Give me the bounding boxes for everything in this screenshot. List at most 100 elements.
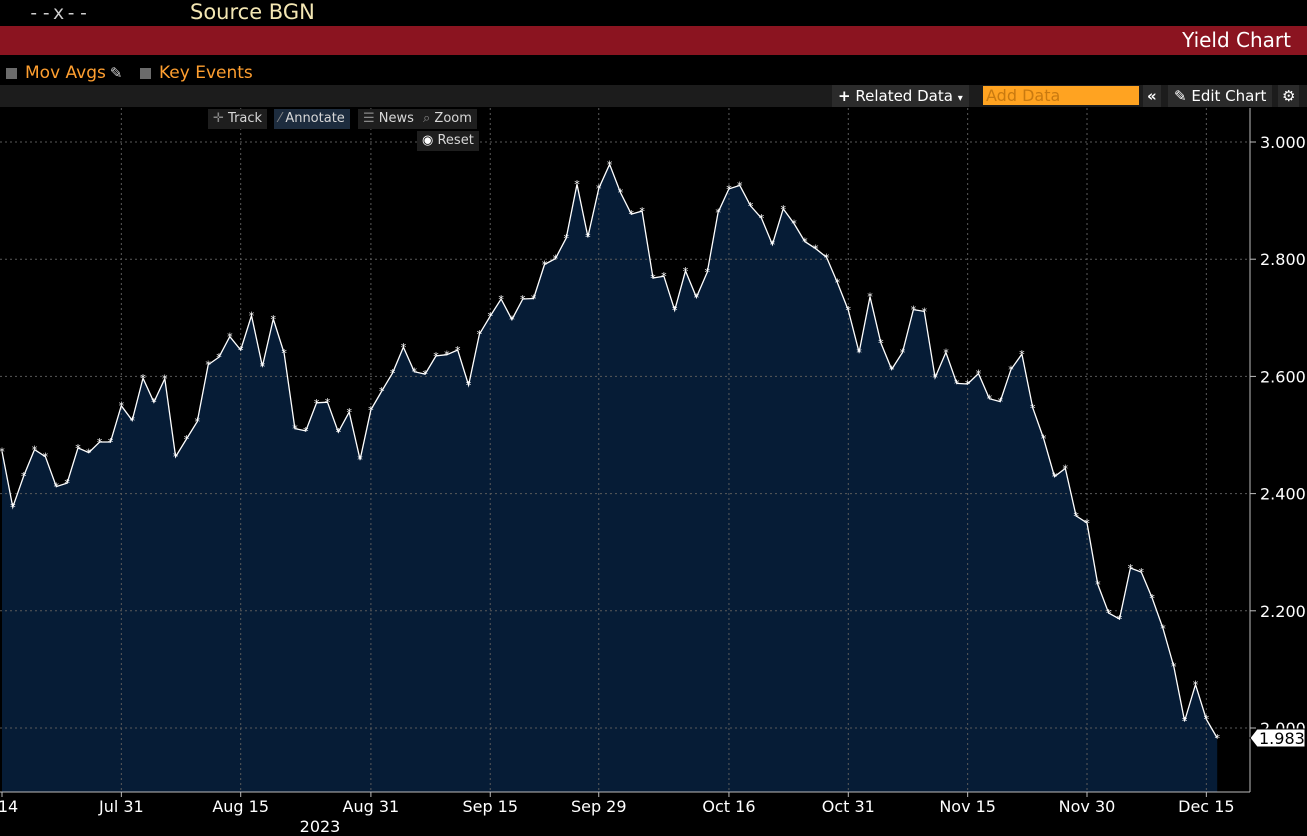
key-events-toggle[interactable]: Key Events: [140, 63, 253, 83]
data-point: *: [43, 451, 49, 464]
data-point: *: [1160, 622, 1166, 635]
x-tick-label: Nov 30: [1059, 797, 1116, 816]
y-tick-label: 3.000: [1260, 133, 1306, 152]
x-tick-label: Nov 15: [939, 797, 996, 816]
data-point: *: [987, 393, 993, 406]
data-point: *: [119, 400, 125, 413]
data-point: *: [867, 291, 873, 304]
line-draw-icon: ⁄: [279, 111, 282, 126]
news-icon: ☰: [363, 111, 375, 126]
data-point: *: [997, 396, 1003, 409]
news-button[interactable]: ☰ News: [358, 109, 419, 129]
y-tick-label: 2.600: [1260, 367, 1306, 386]
data-point: *: [325, 396, 331, 409]
settings-button[interactable]: ⚙: [1278, 85, 1300, 107]
pencil-icon: ✎: [1174, 87, 1187, 105]
zoom-label: Zoom: [434, 111, 472, 126]
data-point: *: [1008, 363, 1014, 376]
data-point: *: [824, 251, 830, 264]
add-data-input[interactable]: Add Data: [983, 86, 1139, 105]
data-point: *: [86, 447, 92, 460]
data-point: *: [1063, 462, 1069, 475]
y-tick-label: 2.200: [1260, 602, 1306, 621]
data-point: *: [1204, 713, 1210, 726]
data-point: *: [726, 183, 732, 196]
reset-button[interactable]: ◉ Reset: [417, 131, 479, 151]
data-point: *: [694, 291, 700, 304]
pencil-icon[interactable]: ✎: [109, 64, 123, 82]
data-point: *: [737, 179, 743, 192]
data-point: *: [357, 454, 363, 467]
data-point: *: [271, 313, 277, 326]
data-point: *: [542, 258, 548, 271]
data-point: *: [911, 304, 917, 317]
area-fill: [2, 164, 1218, 793]
data-point: *: [672, 304, 678, 317]
zoom-button[interactable]: ⌕ Zoom: [418, 109, 477, 129]
data-point: *: [846, 304, 852, 317]
data-point: *: [401, 341, 407, 354]
x-tick-label: Sep 15: [462, 797, 518, 816]
x-tick-label: Oct 16: [702, 797, 755, 816]
data-point: *: [976, 367, 982, 380]
data-point: *: [249, 309, 255, 322]
data-point: *: [433, 350, 439, 363]
data-point: *: [97, 436, 103, 449]
data-point: *: [1193, 679, 1199, 692]
data-point: *: [748, 200, 754, 213]
double-chevron-left-icon: «: [1147, 87, 1157, 105]
data-point: *: [835, 277, 841, 290]
data-point: *: [1149, 592, 1155, 605]
data-point: *: [466, 379, 472, 392]
data-point: *: [444, 349, 450, 362]
magnifier-icon: ⌕: [423, 111, 431, 126]
mov-avgs-label: Mov Avgs: [25, 63, 106, 83]
title-bar: Yield Chart: [0, 26, 1307, 55]
chart-toolbar: + Related Data ▾ Add Data « ✎ Edit Chart…: [0, 85, 1307, 107]
data-point: *: [32, 444, 38, 457]
data-point: *: [922, 305, 928, 318]
x-tick-label: Dec 15: [1178, 797, 1234, 816]
mov-avgs-toggle[interactable]: Mov Avgs ✎: [6, 63, 122, 83]
options-bar: Mov Avgs ✎ Key Events: [0, 59, 600, 85]
x-tick-label: Sep 29: [571, 797, 627, 816]
data-point: *: [260, 360, 266, 373]
collapse-button[interactable]: «: [1143, 85, 1161, 107]
track-button[interactable]: ✛ Track: [208, 109, 268, 129]
related-data-button[interactable]: + Related Data ▾: [832, 85, 969, 107]
data-point: *: [184, 433, 190, 446]
data-point: *: [216, 351, 222, 364]
data-point: *: [791, 217, 797, 230]
data-point: *: [705, 266, 711, 279]
data-point: *: [238, 344, 244, 357]
data-point: *: [21, 470, 27, 483]
security-placeholder: --x--: [28, 2, 91, 24]
source-label: Source BGN: [190, 0, 315, 24]
data-point: *: [563, 232, 569, 245]
track-label: Track: [228, 111, 263, 126]
data-point: *: [412, 366, 418, 379]
data-point: *: [553, 253, 559, 266]
data-point: *: [422, 368, 428, 381]
checkbox-icon: [140, 67, 151, 79]
data-point: *: [1106, 607, 1112, 620]
related-data-label: Related Data: [855, 87, 953, 105]
data-point: *: [509, 314, 515, 327]
data-point: *: [1052, 471, 1058, 484]
data-point: *: [1073, 510, 1079, 523]
edit-chart-button[interactable]: ✎ Edit Chart: [1168, 85, 1273, 107]
data-point: *: [856, 346, 862, 359]
data-point: *: [1214, 732, 1220, 745]
data-point: *: [205, 359, 211, 372]
checkbox-icon: [6, 67, 17, 79]
data-point: *: [770, 239, 776, 252]
data-point: *: [585, 231, 591, 244]
x-tick-label: Aug 31: [343, 797, 400, 816]
data-point: *: [661, 270, 667, 283]
data-point: *: [314, 397, 320, 410]
page-title: Yield Chart: [1182, 28, 1291, 52]
data-point: *: [1030, 402, 1036, 415]
annotate-button[interactable]: ⁄ Annotate: [274, 109, 350, 129]
caret-down-icon: ▾: [957, 93, 963, 104]
